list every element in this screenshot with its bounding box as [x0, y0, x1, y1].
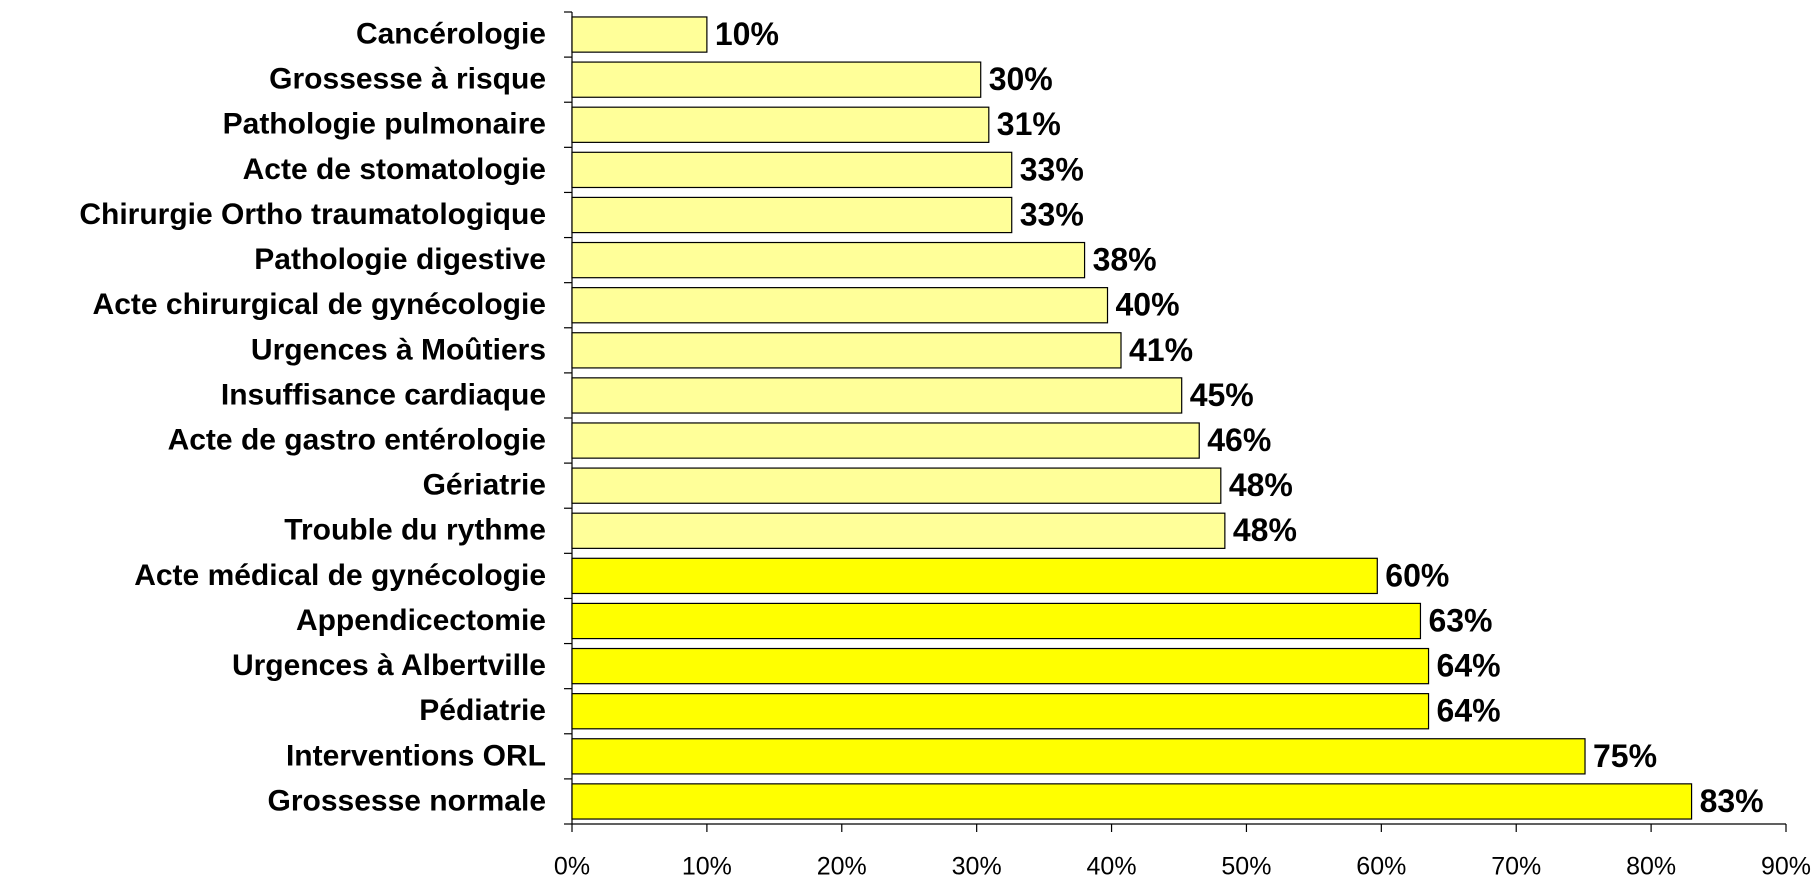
bar: [571, 602, 1422, 640]
bar: [571, 512, 1226, 549]
bar: [571, 377, 1183, 414]
value-label: 45%: [1190, 377, 1254, 413]
category-label: Appendicectomie: [296, 604, 546, 637]
bar: [571, 196, 1013, 234]
category-label: Acte médical de gynécologie: [134, 559, 546, 592]
x-tick-label: 80%: [1626, 853, 1676, 880]
value-label: 31%: [997, 106, 1061, 142]
bar: [571, 467, 1222, 504]
bar: [571, 151, 1013, 189]
value-label: 46%: [1207, 422, 1271, 458]
category-label: Acte chirurgical de gynécologie: [93, 288, 546, 321]
bar: [571, 241, 1086, 279]
category-label: Trouble du rythme: [284, 514, 546, 547]
value-label: 33%: [1020, 196, 1084, 232]
bar: [571, 557, 1378, 595]
category-label: Insuffisance cardiaque: [221, 378, 546, 411]
x-tick-label: 30%: [952, 853, 1002, 880]
category-label: Gériatrie: [423, 469, 546, 502]
bar: [571, 693, 1430, 730]
value-label: 75%: [1593, 738, 1657, 774]
value-label: 41%: [1129, 332, 1193, 368]
value-label: 48%: [1233, 512, 1297, 548]
value-label: 40%: [1116, 287, 1180, 323]
value-label: 63%: [1428, 602, 1492, 638]
x-tick-label: 90%: [1761, 853, 1811, 880]
value-label: 83%: [1700, 783, 1764, 819]
bar: [571, 422, 1200, 459]
value-label: 64%: [1437, 693, 1501, 729]
bar: [571, 16, 708, 53]
x-tick-label: 70%: [1491, 853, 1541, 880]
value-label: 64%: [1437, 648, 1501, 684]
bar: [571, 738, 1586, 775]
bar: [571, 647, 1430, 685]
x-tick-label: 50%: [1221, 853, 1271, 880]
category-label: Grossesse normale: [268, 784, 546, 817]
category-label: Pédiatrie: [419, 694, 546, 727]
category-label: Pathologie pulmonaire: [223, 108, 546, 141]
x-tick-label: 20%: [817, 853, 867, 880]
value-label: 33%: [1020, 151, 1084, 187]
category-label: Pathologie digestive: [254, 243, 546, 276]
category-label: Grossesse à risque: [269, 63, 546, 96]
value-label: 48%: [1229, 467, 1293, 503]
category-label: Urgences à Moûtiers: [251, 333, 546, 366]
category-label: Interventions ORL: [286, 739, 546, 772]
category-label: Acte de stomatologie: [243, 153, 546, 186]
x-tick-label: 0%: [554, 853, 590, 880]
value-label: 60%: [1385, 557, 1449, 593]
bar: [571, 332, 1122, 369]
value-label: 10%: [715, 16, 779, 52]
category-label: Cancérologie: [356, 17, 546, 50]
x-tick-label: 10%: [682, 853, 732, 880]
x-tick-label: 40%: [1087, 853, 1137, 880]
bar: [571, 783, 1693, 820]
bar: [571, 106, 990, 143]
category-label: Acte de gastro entérologie: [168, 423, 546, 456]
bar: [571, 61, 982, 98]
bar: [571, 287, 1109, 324]
category-label: Chirurgie Ortho traumatologique: [79, 198, 546, 231]
category-label: Urgences à Albertville: [232, 649, 546, 682]
value-label: 38%: [1093, 242, 1157, 278]
value-label: 30%: [989, 61, 1053, 97]
x-tick-label: 60%: [1356, 853, 1406, 880]
